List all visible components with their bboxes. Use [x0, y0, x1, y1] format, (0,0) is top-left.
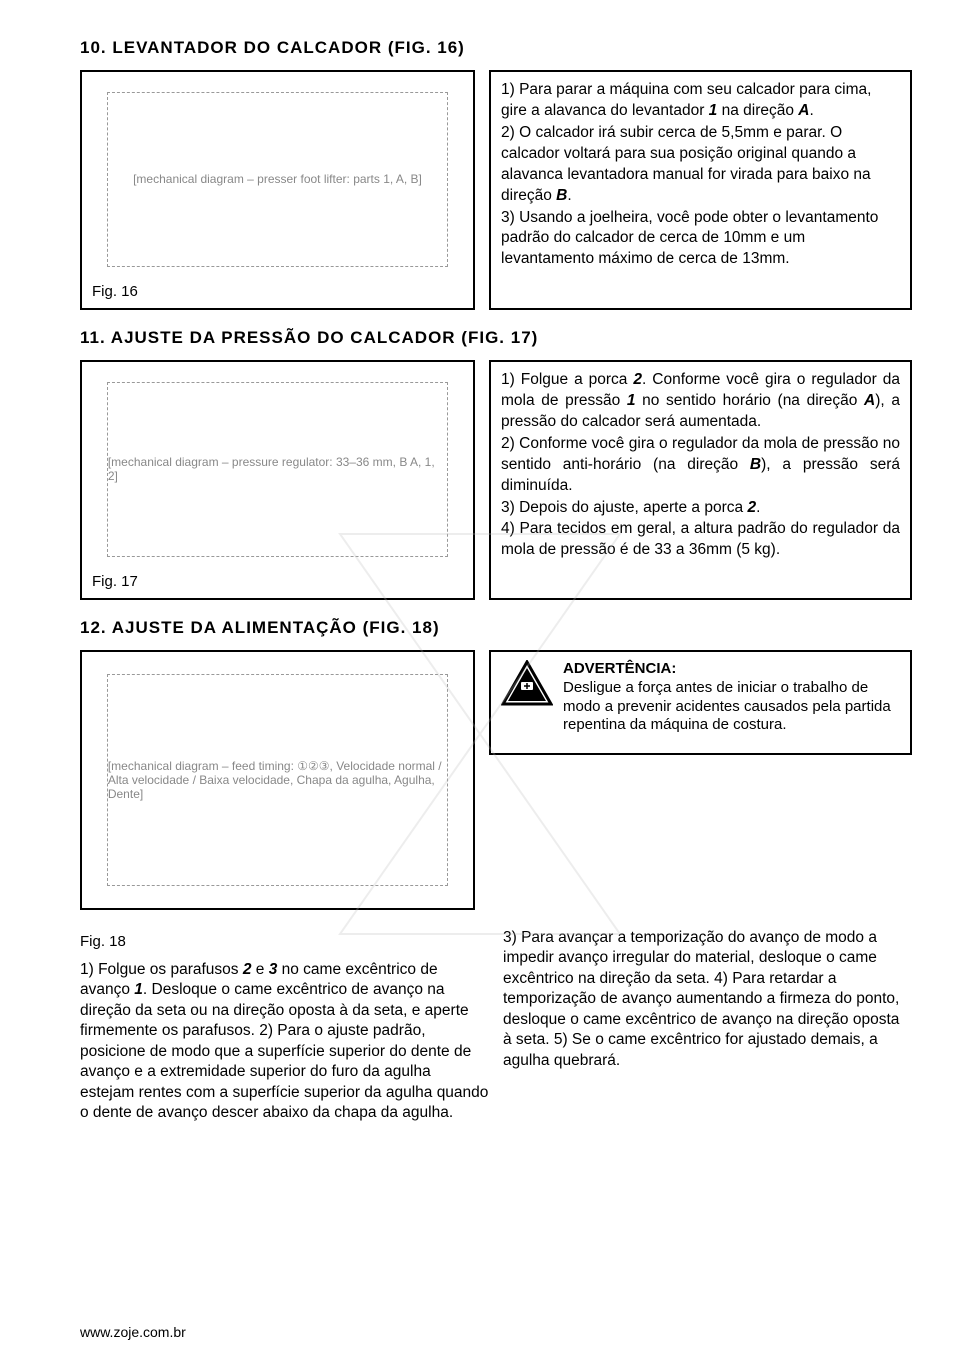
warning-body: Desligue a força antes de iniciar o trab…	[563, 679, 891, 734]
section-10-row: [mechanical diagram – presser foot lifte…	[80, 70, 912, 310]
fig18-placeholder: [mechanical diagram – feed timing: ①②③, …	[107, 674, 448, 885]
s10-p2: 2) O calcador irá subir cerca de 5,5mm e…	[501, 123, 900, 207]
warning-title: ADVERTÊNCIA:	[563, 660, 676, 677]
section-12-warning-box: ADVERTÊNCIA: Desligue a força antes de i…	[489, 650, 912, 755]
fig16-box: [mechanical diagram – presser foot lifte…	[80, 70, 475, 310]
section-10-title: 10. LEVANTADOR DO CALCADOR (FIG. 16)	[80, 38, 912, 58]
s11-p4: 4) Para tecidos em geral, a altura padrã…	[501, 519, 900, 561]
fig17-placeholder: [mechanical diagram – pressure regulator…	[107, 382, 448, 557]
fig16-caption: Fig. 16	[92, 283, 463, 300]
warning-text: ADVERTÊNCIA: Desligue a força antes de i…	[563, 660, 900, 735]
s11-p2: 2) Conforme você gira o regulador da mol…	[501, 434, 900, 497]
section-12-lower: Fig. 18 1) Folgue os parafusos 2 e 3 no …	[80, 928, 912, 1123]
section-11-row: [mechanical diagram – pressure regulator…	[80, 360, 912, 600]
section-12-right-col: 3) Para avançar a temporização do avanço…	[503, 928, 912, 1123]
footer-url: www.zoje.com.br	[80, 1324, 186, 1340]
s11-p1: 1) Folgue a porca 2. Conforme você gira …	[501, 370, 900, 433]
fig18-box: [mechanical diagram – feed timing: ①②③, …	[80, 650, 475, 910]
fig17-box: [mechanical diagram – pressure regulator…	[80, 360, 475, 600]
section-12-top-row: [mechanical diagram – feed timing: ①②③, …	[80, 650, 912, 910]
s10-p1: 1) Para parar a máquina com seu calcador…	[501, 80, 900, 122]
s12-right-p5: 5) Se o came excêntrico for ajustado dem…	[503, 1031, 878, 1068]
fig16-diagram: [mechanical diagram – presser foot lifte…	[92, 80, 463, 279]
fig18-caption: Fig. 18	[80, 932, 489, 952]
section-12-title: 12. AJUSTE DA ALIMENTAÇÃO (FIG. 18)	[80, 618, 912, 638]
section-10-text: 1) Para parar a máquina com seu calcador…	[489, 70, 912, 310]
warning-row: ADVERTÊNCIA: Desligue a força antes de i…	[501, 660, 900, 735]
fig17-diagram: [mechanical diagram – pressure regulator…	[92, 370, 463, 569]
fig16-placeholder: [mechanical diagram – presser foot lifte…	[107, 92, 448, 267]
section-12-left-col: Fig. 18 1) Folgue os parafusos 2 e 3 no …	[80, 928, 489, 1123]
fig18-diagram: [mechanical diagram – feed timing: ①②③, …	[92, 660, 463, 900]
warning-icon	[501, 660, 553, 706]
fig17-caption: Fig. 17	[92, 573, 463, 590]
section-11-text: 1) Folgue a porca 2. Conforme você gira …	[489, 360, 912, 600]
s11-p3: 3) Depois do ajuste, aperte a porca 2.	[501, 498, 900, 519]
s10-p3: 3) Usando a joelheira, você pode obter o…	[501, 208, 900, 271]
section-11-title: 11. AJUSTE DA PRESSÃO DO CALCADOR (FIG. …	[80, 328, 912, 348]
